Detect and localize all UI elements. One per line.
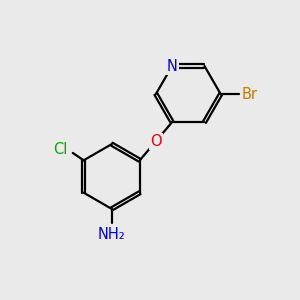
Text: Br: Br: [242, 87, 258, 102]
Text: Cl: Cl: [53, 142, 67, 158]
Text: N: N: [167, 58, 178, 74]
Text: NH₂: NH₂: [98, 227, 126, 242]
Text: O: O: [150, 134, 162, 149]
